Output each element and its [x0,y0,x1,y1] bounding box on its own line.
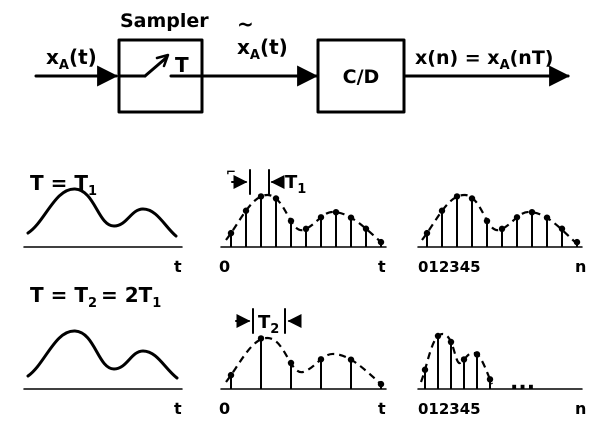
row2-origin: 0 [219,399,230,418]
cd-label: C/D [343,66,380,88]
row2-seq-sample-point [473,351,481,358]
row1-sample-point [242,207,250,214]
row2-sample-point [377,380,385,388]
row2-discrete-envelope [419,332,494,385]
row1-seq-sample-point [573,238,581,246]
row1-sampled-t: t [378,257,386,276]
row2-sampled-envelope [225,336,383,386]
row1-seq-sample-point [468,195,476,202]
row1-continuous-signal [26,187,178,238]
row2-seq-sample-point [447,338,455,346]
row1-sample-point [227,229,235,237]
row1-seq-sample-point [558,225,566,232]
row1-sampled-envelope [225,193,383,244]
sampler-period: T [175,53,189,77]
row1-seq-sample-point [513,214,521,221]
row2-condition: T = T2 = 2T1 [30,283,161,311]
mid-label: xA(t) [237,35,288,63]
row1-sample-point [317,214,325,221]
row2-stems [227,335,385,389]
row1-sample-point [362,225,370,232]
row2-seq-sample-point [460,356,468,363]
row2-sample-point [257,335,265,342]
row1-seq-sample-point [483,217,491,225]
row2-seq-sample-point [434,332,442,340]
row2-ellipsis: ... [510,370,535,395]
row1-origin: 0 [219,257,230,276]
row1-seq-sample-point [453,193,461,200]
row2-t-label: t [174,399,182,418]
row2-n-label: n [575,399,586,418]
row1-sample-point [302,225,310,233]
row2-sample-point [287,359,295,367]
row1-sample-point [287,217,295,225]
row1-seq-sample-point [528,208,536,216]
row1-n-label: n [575,257,586,276]
row2-continuous-signal [26,329,179,380]
row1-index-ticks: 012345 [418,258,481,276]
row2-sample-point [317,356,325,363]
row2-seq-sample-point [421,366,429,373]
row2-sampled-t: t [378,399,386,418]
row1-seq-sample-point [498,225,506,233]
row2-period-label: T2 [258,312,279,337]
row-2: T = T2 = 2T1 t T2 0 t ... 012345 n [23,283,586,418]
row1-stems [227,193,385,247]
output-label: x(n) = xA(nT) [415,47,553,73]
row1-discrete-envelope [421,193,577,244]
row2-index-ticks: 012345 [418,400,481,418]
row2-sequence-stems [421,332,494,389]
row1-sample-point [332,208,340,216]
row2-seq-sample-point [486,376,494,383]
row1-sample-point [377,238,385,246]
scan-mark: ⌐ [226,165,236,179]
row1-sample-point [257,193,265,200]
switch-blade [143,56,168,78]
row1-sample-point [272,195,280,202]
input-label: xA(t) [46,45,97,73]
sampler-title: Sampler [120,10,209,32]
row-1: T = T1 t ⌐ T1 0 t 012345 n [23,165,586,276]
row1-sample-point [347,214,355,221]
row1-period-label: T1 [285,172,306,197]
row1-seq-sample-point [438,207,446,214]
row1-sequence-stems [423,193,581,247]
row1-seq-sample-point [543,214,551,221]
row2-sample-point [227,371,235,379]
row2-sample-point [347,356,355,363]
row1-seq-sample-point [423,229,431,237]
row1-t-label: t [174,257,182,276]
mid-tilde: ~ [237,12,254,36]
switch-arrow-icon [155,53,170,68]
block-diagram: xA(t) Sampler T ~ xA(t) C/D x(n) = xA(nT… [34,10,571,114]
